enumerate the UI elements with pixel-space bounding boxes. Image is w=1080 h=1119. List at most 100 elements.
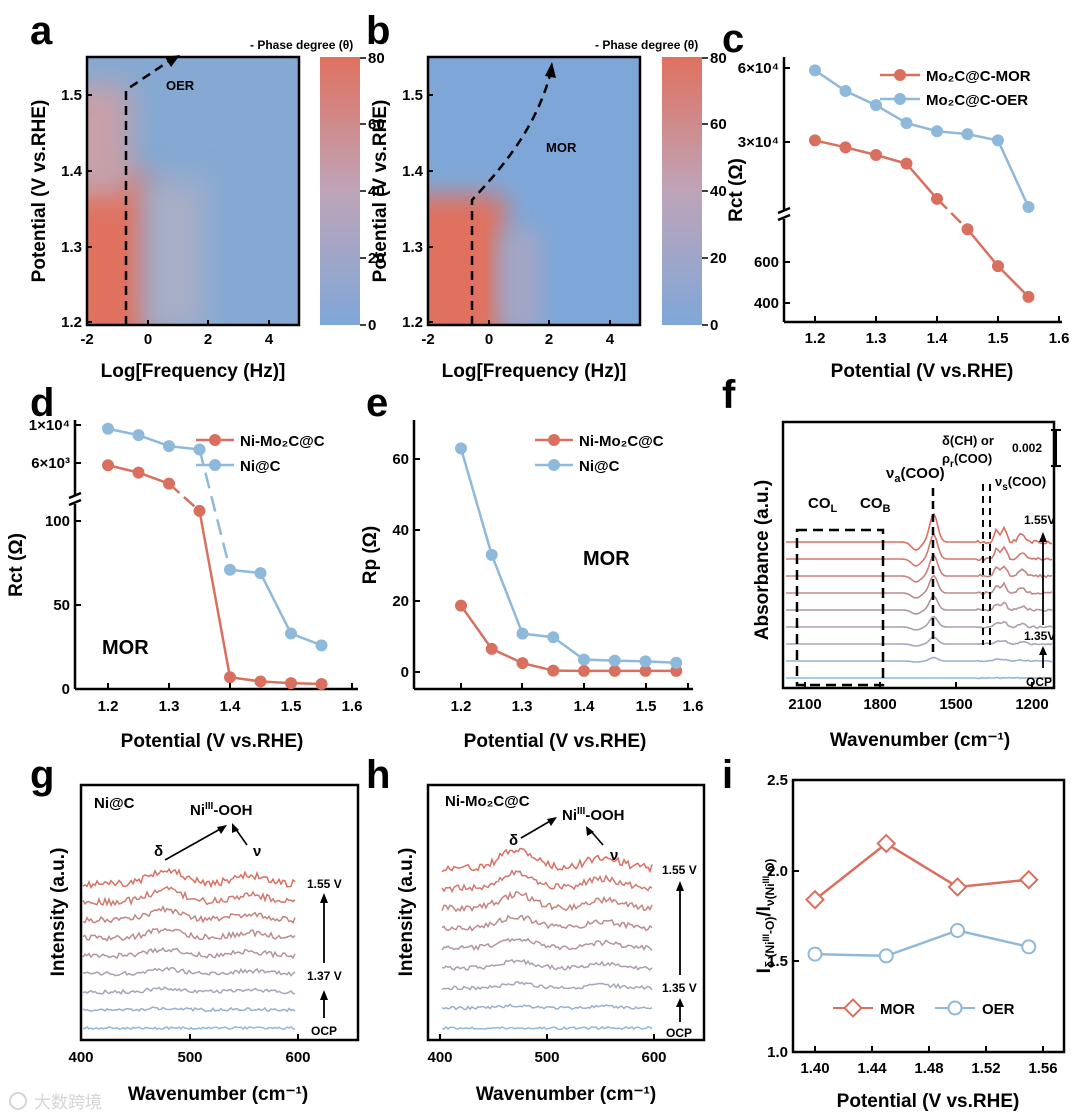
y-axis-label-c: Rct (Ω)	[726, 158, 747, 222]
series-marks-c	[809, 64, 1035, 303]
data-point-marks-c	[1022, 201, 1035, 213]
x-tick-label-d: 1.2	[98, 698, 119, 715]
y-ticks-a: 1.2 1.3 1.4 1.5	[61, 87, 92, 331]
label-155v-f: 1.55V	[1024, 513, 1055, 527]
colorbar-tick-label-b: 20	[710, 250, 727, 267]
x-tick-label-c: 1.2	[805, 330, 826, 347]
colorbar-tick-label-a: 0	[368, 317, 376, 334]
panel-g: Ni@C NiIII-OOH δ ν 1.55 V 1.37 V OCP 400…	[48, 783, 360, 1105]
legend-label-nic-e: Ni@C	[579, 458, 620, 475]
data-point-marks-e	[608, 664, 621, 677]
spectrum-line-f	[786, 656, 1053, 663]
x-tick-label-e: 1.4	[574, 698, 596, 715]
spectrum-line-f	[786, 574, 1053, 599]
data-point-marks-e	[455, 442, 467, 455]
legend-c: Mo₂C@C-MOR Mo₂C@C-OER	[880, 68, 1031, 109]
label-vs-coo-f: νs(COO)	[995, 474, 1046, 493]
x-tick-label-h: 500	[534, 1049, 559, 1066]
label-137v-g: 1.37 V	[307, 969, 342, 983]
legend-d: Ni-Mo₂C@C Ni@C	[196, 433, 325, 475]
spectrum-line-marks-h	[441, 1003, 653, 1011]
data-point-marks-d	[224, 671, 236, 684]
x-tick-label-h: 400	[427, 1049, 452, 1066]
delta-arrow-h	[520, 819, 553, 839]
y-tick-label-a: 1.2	[61, 314, 82, 331]
delta-label-h: δ	[509, 832, 518, 849]
data-point-marks-i	[807, 946, 823, 962]
data-point-marks-i	[947, 877, 968, 897]
spectrum-line-marks-h	[441, 891, 653, 913]
series-segment-marks-d	[168, 482, 201, 512]
label-va-coo-f: νa(COO)	[886, 465, 945, 485]
data-point-marks-c	[992, 134, 1004, 147]
arrow-head-f	[1039, 532, 1047, 542]
series-segment-marks-i	[814, 842, 888, 901]
annotation-mor-b: MOR	[546, 140, 577, 155]
y-tick-label-b: 1.3	[402, 239, 423, 256]
data-point-marks-e	[516, 657, 529, 670]
x-tick-label-i: 1.56	[1028, 1060, 1057, 1077]
scale-label-f: 0.002	[1012, 441, 1042, 455]
panel-e: 0 20 40 60 1.2 1.3 1.4 1.5 1.6 Ni-Mo₂C@C…	[360, 420, 703, 752]
y-tick-label-e: 60	[392, 451, 409, 468]
x-tick-label-e: 1.6	[683, 698, 704, 715]
x-tick-label-d: 1.4	[220, 698, 242, 715]
sample-label-h: Ni-Mo₂C@C	[445, 793, 530, 810]
panel-letter-d: d	[30, 381, 54, 425]
x-axis-label-e: Potential (V vs.RHE)	[464, 731, 647, 752]
spectrum-line-f	[786, 533, 1053, 567]
x-ticks-d: 1.2 1.3 1.4 1.5 1.6	[98, 683, 362, 715]
data-point-marks-c	[992, 260, 1004, 273]
plot-frame-f	[781, 420, 1056, 690]
watermark-logo-icon	[9, 1092, 27, 1110]
x-tick-label-g: 500	[177, 1049, 202, 1066]
x-axis-label-g: Wavenumber (cm⁻¹)	[128, 1084, 308, 1105]
y-tick-label-a: 1.4	[61, 163, 83, 180]
watermark-text: 大数跨境	[34, 1093, 102, 1113]
data-point-marks-c	[900, 157, 913, 170]
data-point-marks-e	[578, 664, 590, 677]
x-tick-label-i: 1.40	[800, 1060, 829, 1077]
y-tick-label-e: 20	[392, 593, 409, 610]
label-delta-ch-f: δ(CH) or	[942, 433, 994, 448]
label-ocp-f: OCP	[1026, 675, 1052, 689]
data-point-marks-c	[961, 128, 974, 141]
spectra-f	[786, 512, 1053, 680]
data-point-marks-i	[805, 889, 825, 910]
data-point-marks-c	[809, 64, 821, 77]
colorbar-tick-label-b: 80	[710, 50, 727, 67]
x-tick-label-e: 1.2	[451, 698, 472, 715]
label-135v-h: 1.35 V	[662, 981, 697, 995]
x-ticks-a: -2 0 2 4	[80, 320, 274, 348]
spectrum-line-marks-h	[441, 958, 653, 971]
x-tick-label-a: -2	[80, 331, 93, 348]
x-tick-label-b: 4	[606, 331, 615, 348]
panel-d: 1×10⁴ 6×10³ 100 50 0 1.2 1.3 1.4 1.5 1.6…	[6, 417, 362, 752]
y-tick-label-a: 1.3	[61, 239, 82, 256]
y-axis-label-h: Intensity (a.u.)	[396, 848, 417, 977]
x-tick-label-b: -2	[421, 331, 434, 348]
series-segment-marks-c	[936, 197, 969, 231]
data-point-marks-i	[1018, 869, 1039, 890]
y-tick-label-c: 600	[754, 254, 779, 271]
spectrum-line-marks-g	[82, 904, 296, 925]
spectrum-line-marks-g	[82, 1025, 296, 1031]
data-point-marks-i	[876, 833, 897, 854]
co-region-box-f	[795, 528, 885, 687]
x-tick-label-g: 400	[68, 1049, 93, 1066]
data-point-marks-e	[578, 653, 590, 666]
y-axis-label-f: Absorbance (a.u.)	[752, 480, 773, 640]
y-axis-label-d: Rct (Ω)	[6, 533, 27, 597]
data-point-marks-d	[285, 627, 297, 640]
y-tick-label-i: 1.5	[767, 953, 788, 970]
series-segment-marks-i	[885, 842, 959, 889]
data-point-marks-e	[547, 631, 560, 644]
legend-e: Ni-Mo₂C@C Ni@C	[535, 433, 664, 475]
spectrum-line-marks-g	[82, 1006, 296, 1013]
legend-label-oer-i: OER	[982, 1001, 1015, 1018]
y-tick-label-e: 0	[401, 664, 409, 681]
heatmap-b	[428, 57, 640, 325]
label-ocp-g: OCP	[311, 1024, 337, 1038]
legend-label-mor-i: MOR	[880, 1001, 915, 1018]
